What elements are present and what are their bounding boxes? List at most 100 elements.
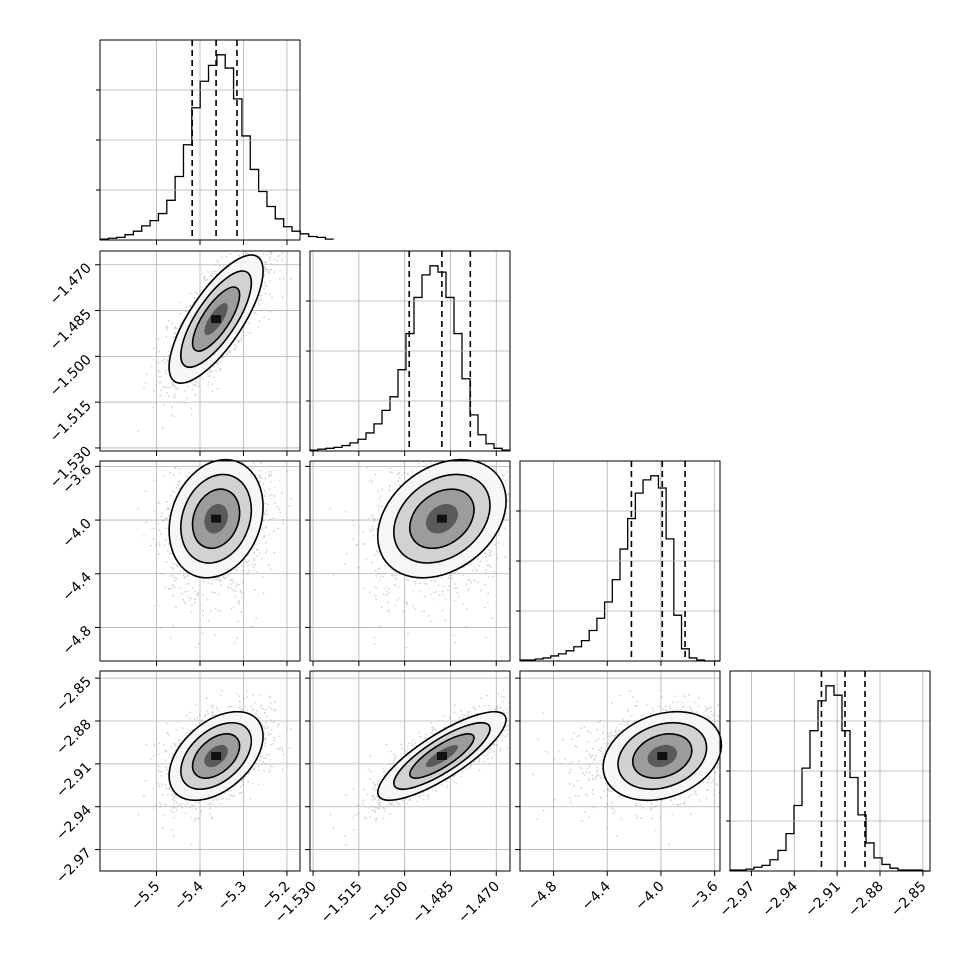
sample-point [155, 543, 158, 546]
sample-point [269, 280, 271, 283]
sample-point [174, 326, 177, 328]
sample-point [195, 646, 198, 649]
sample-point [231, 579, 233, 581]
sample-point [263, 316, 265, 319]
sample-point [163, 544, 166, 547]
sample-point [172, 584, 175, 586]
sample-point [227, 350, 230, 353]
sample-point [229, 579, 232, 582]
sample-point [221, 356, 224, 359]
sample-point [216, 610, 219, 612]
sample-point [161, 512, 163, 515]
sample-point [214, 591, 216, 594]
sample-point [159, 572, 162, 575]
sample-point [185, 306, 188, 309]
sample-point [242, 334, 245, 337]
sample-point [197, 642, 200, 645]
sample-point [372, 520, 375, 522]
sample-point [167, 395, 170, 398]
sample-point [273, 258, 276, 261]
sample-point [164, 518, 167, 520]
sample-point [500, 469, 502, 472]
sample-point [197, 382, 200, 385]
sample-point [471, 569, 474, 572]
sample-point [219, 360, 222, 363]
sample-point [201, 632, 204, 635]
sample-point [267, 503, 269, 506]
sample-point [253, 588, 256, 591]
sample-point [188, 471, 191, 473]
sample-point [264, 502, 267, 505]
sample-point [144, 490, 147, 493]
sample-point [281, 296, 284, 298]
sample-point [216, 388, 219, 390]
sample-point [233, 349, 236, 351]
sample-point [177, 480, 180, 482]
sample-point [268, 268, 270, 271]
sample-point [244, 252, 247, 255]
sample-point [230, 608, 233, 610]
sample-point [163, 474, 165, 477]
sample-point [260, 477, 263, 480]
sample-point [166, 507, 169, 510]
sample-point [167, 319, 170, 322]
sample-point [229, 587, 232, 589]
sample-point [448, 585, 450, 587]
sample-point [268, 293, 271, 295]
sample-point [277, 527, 279, 530]
sample-point [149, 544, 152, 547]
sample-point [270, 471, 273, 473]
sample-point [257, 548, 260, 551]
sample-point [172, 384, 175, 387]
sample-point [144, 381, 147, 384]
sample-point [160, 532, 163, 535]
sample-point [190, 597, 193, 599]
sample-point [407, 632, 409, 635]
sample-point [269, 263, 272, 265]
sample-point [202, 614, 205, 617]
sample-point [282, 278, 285, 280]
sample-point [403, 472, 406, 474]
sample-point [268, 475, 271, 478]
sample-point [368, 591, 371, 594]
sample-point [240, 610, 243, 613]
sample-point [172, 336, 175, 339]
density-peak [211, 514, 222, 523]
sample-point [172, 568, 175, 570]
sample-point [216, 362, 219, 364]
sample-point [179, 569, 182, 572]
sample-point [265, 262, 267, 265]
sample-point [245, 560, 248, 563]
sample-point [279, 269, 282, 272]
sample-point [381, 488, 384, 491]
sample-point [264, 477, 267, 480]
sample-point [211, 270, 214, 273]
sample-point [478, 565, 481, 567]
sample-point [238, 602, 241, 605]
sample-point [193, 598, 196, 601]
sample-point [186, 475, 188, 478]
sample-point [164, 586, 167, 588]
sample-point [248, 569, 251, 572]
density-peak [211, 315, 222, 324]
sample-point [163, 358, 165, 361]
scatter-panel-1-0: −1.530−1.515−1.500−1.485−1.470 [47, 250, 301, 491]
sample-point [257, 302, 260, 304]
sample-point [247, 571, 250, 574]
sample-point [239, 589, 242, 591]
sample-point [290, 497, 292, 500]
sample-point [266, 513, 269, 516]
sample-point [137, 429, 140, 432]
sample-point [345, 552, 348, 555]
sample-point [229, 572, 232, 575]
sample-point [175, 577, 178, 580]
sample-point [137, 507, 140, 510]
sample-point [165, 329, 168, 331]
sample-point [252, 462, 255, 465]
sample-point [179, 587, 182, 590]
sample-point [450, 577, 453, 580]
sample-point [246, 252, 249, 255]
sample-point [202, 377, 204, 380]
sample-point [268, 495, 271, 497]
sample-point [158, 376, 161, 378]
